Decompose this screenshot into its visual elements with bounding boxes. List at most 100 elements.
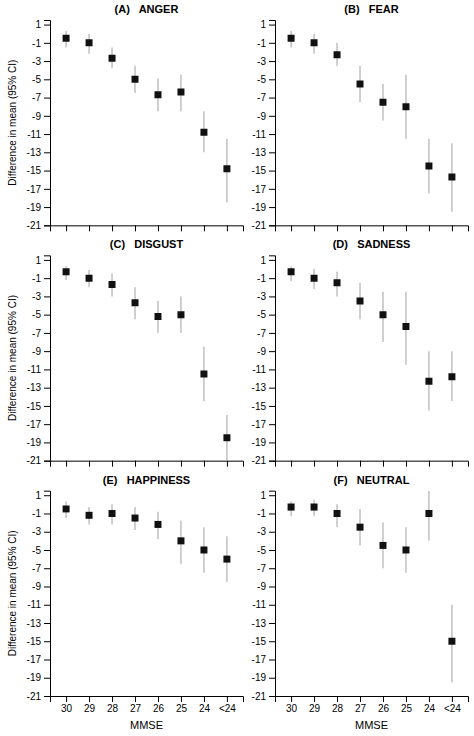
x-tick bbox=[314, 225, 315, 231]
x-tick-mark bbox=[181, 461, 182, 467]
y-tick-label: 1 bbox=[35, 490, 41, 501]
x-tick-mark bbox=[227, 225, 228, 231]
y-tick-label: -17 bbox=[252, 654, 267, 665]
x-tick-label: 30 bbox=[61, 703, 73, 714]
x-tick bbox=[291, 225, 292, 231]
y-tick: -17 bbox=[252, 654, 275, 665]
y-tick-mark bbox=[269, 278, 275, 279]
y-tick-label: -9 bbox=[32, 581, 41, 592]
y-tick-label: -21 bbox=[252, 691, 267, 702]
y-tick-mark bbox=[44, 207, 50, 208]
x-tick-mark bbox=[89, 225, 90, 231]
x-tick: 27 bbox=[130, 696, 142, 714]
y-tick: -17 bbox=[252, 419, 275, 430]
y-tick: -19 bbox=[27, 672, 50, 683]
x-tick-mark bbox=[429, 696, 430, 702]
y-tick: -19 bbox=[252, 672, 275, 683]
x-tick-mark bbox=[337, 225, 338, 231]
y-tick-label: -7 bbox=[257, 328, 266, 339]
point bbox=[63, 35, 70, 42]
y-tick-label: -13 bbox=[27, 147, 42, 158]
point bbox=[288, 504, 295, 511]
x-tick bbox=[158, 461, 159, 467]
x-tick-mark bbox=[158, 696, 159, 702]
y-tick-mark bbox=[44, 189, 50, 190]
x-tick-label: <24 bbox=[444, 703, 461, 714]
y-tick-mark bbox=[269, 43, 275, 44]
y-tick-label: 1 bbox=[35, 19, 41, 30]
y-tick: -15 bbox=[252, 401, 275, 412]
y-tick: -9 bbox=[32, 581, 50, 592]
y-tick: -15 bbox=[252, 165, 275, 176]
point bbox=[200, 370, 207, 377]
y-tick-label: -13 bbox=[27, 618, 42, 629]
y-tick: -1 bbox=[32, 273, 50, 284]
x-tick-mark bbox=[337, 461, 338, 467]
y-tick-mark bbox=[269, 351, 275, 352]
y-axis-title: Difference in mean (95% CI) bbox=[7, 295, 18, 421]
y-tick: -19 bbox=[252, 202, 275, 213]
x-tick bbox=[429, 225, 430, 231]
panel: 1-1-3-5-7-9-11-13-15-17-19-2130292827262… bbox=[252, 474, 469, 731]
y-axis: 1-1-3-5-7-9-11-13-15-17-19-21 bbox=[252, 255, 276, 467]
y-axis: 1-1-3-5-7-9-11-13-15-17-19-21 bbox=[27, 490, 51, 702]
y-tick: -21 bbox=[27, 455, 50, 466]
y-tick-label: -19 bbox=[27, 202, 42, 213]
y-tick-label: -17 bbox=[27, 654, 42, 665]
point bbox=[132, 515, 139, 522]
y-tick: -3 bbox=[32, 291, 50, 302]
y-tick: 1 bbox=[35, 490, 50, 501]
x-tick-mark bbox=[360, 461, 361, 467]
y-tick-mark bbox=[44, 116, 50, 117]
y-tick-mark bbox=[44, 98, 50, 99]
x-tick-label: 29 bbox=[84, 703, 96, 714]
y-tick-mark bbox=[44, 568, 50, 569]
x-tick-mark bbox=[337, 696, 338, 702]
y-tick-mark bbox=[44, 152, 50, 153]
x-tick bbox=[112, 461, 113, 467]
x-tick-mark bbox=[291, 225, 292, 231]
point bbox=[223, 556, 230, 563]
point bbox=[334, 279, 341, 286]
x-tick-mark bbox=[360, 696, 361, 702]
x-tick-label: 27 bbox=[355, 703, 367, 714]
y-tick-label: -5 bbox=[257, 74, 266, 85]
x-tick-mark bbox=[135, 225, 136, 231]
y-tick-label: -21 bbox=[252, 455, 267, 466]
y-tick: -5 bbox=[32, 545, 50, 556]
y-axis: 1-1-3-5-7-9-11-13-15-17-19-21 bbox=[252, 19, 276, 231]
y-tick: -21 bbox=[252, 220, 275, 231]
y-tick-label: -1 bbox=[257, 508, 266, 519]
x-tick: 28 bbox=[332, 696, 344, 714]
x-tick-mark bbox=[89, 696, 90, 702]
y-tick-label: -1 bbox=[32, 273, 41, 284]
x-tick bbox=[406, 461, 407, 467]
y-tick-label: -11 bbox=[27, 599, 41, 610]
point bbox=[379, 99, 386, 106]
y-tick-label: 1 bbox=[260, 490, 266, 501]
y-tick: -13 bbox=[252, 147, 275, 158]
y-tick: -13 bbox=[252, 382, 275, 393]
y-tick: -9 bbox=[257, 111, 275, 122]
panel-title: (D) SADNESS bbox=[333, 238, 411, 250]
y-tick: -11 bbox=[252, 599, 275, 610]
y-tick-label: -13 bbox=[252, 147, 267, 158]
x-tick bbox=[314, 461, 315, 467]
point bbox=[402, 323, 409, 330]
y-tick: -15 bbox=[27, 165, 50, 176]
y-tick-mark bbox=[269, 260, 275, 261]
x-tick: 24 bbox=[424, 696, 436, 714]
y-tick-label: -17 bbox=[252, 419, 267, 430]
x-tick bbox=[227, 461, 228, 467]
x-tick bbox=[337, 225, 338, 231]
y-tick-label: -17 bbox=[27, 419, 42, 430]
y-tick-mark bbox=[269, 98, 275, 99]
y-tick-label: -1 bbox=[257, 273, 266, 284]
y-tick-mark bbox=[269, 461, 275, 462]
point bbox=[177, 89, 184, 96]
y-tick: 1 bbox=[35, 255, 50, 266]
point bbox=[402, 546, 409, 553]
point bbox=[311, 39, 318, 46]
x-tick-label: 29 bbox=[309, 703, 321, 714]
point bbox=[223, 165, 230, 172]
